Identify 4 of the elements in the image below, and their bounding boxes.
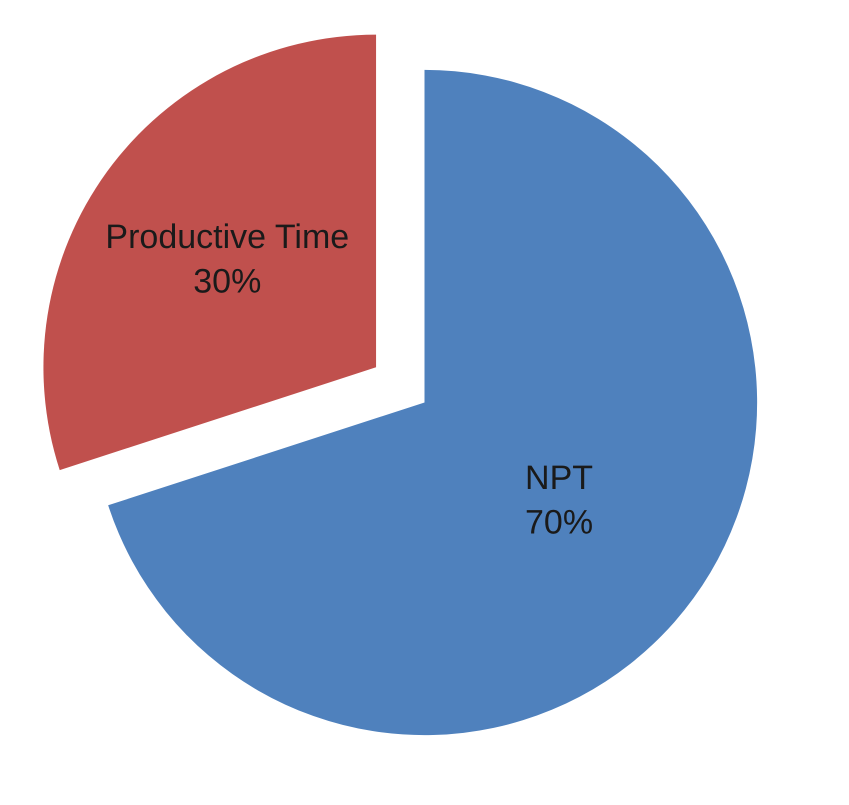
slice-label: Productive Time [105, 218, 350, 256]
data-label: 30% [193, 262, 262, 300]
data-label: 70% [525, 503, 594, 542]
slice-label: NPT [525, 459, 594, 498]
